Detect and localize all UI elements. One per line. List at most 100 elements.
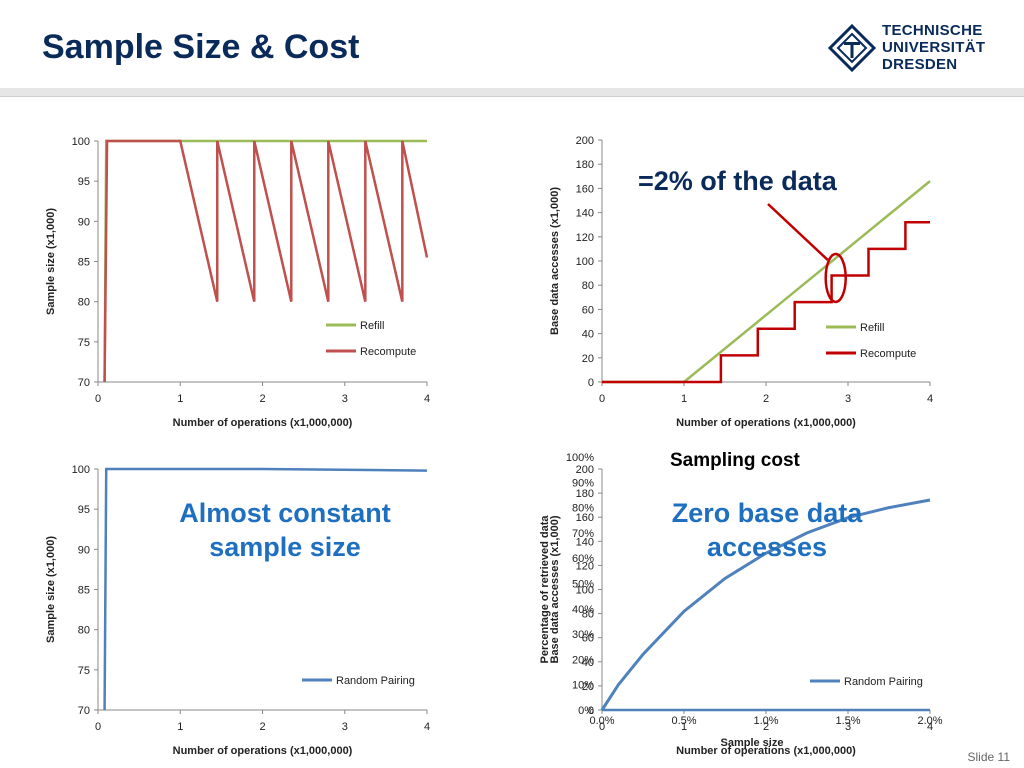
y-tick-label: 100 (72, 136, 90, 148)
y-tick-label: 180 (576, 488, 594, 500)
y-tick-label: 75 (78, 337, 90, 349)
legend-label: Refill (860, 322, 884, 334)
overlay-y-tick-label: 50% (572, 579, 594, 591)
series-line-recompute (103, 139, 429, 383)
y-tick-label: 90 (78, 216, 90, 228)
overlay-y-tick-label: 80% (572, 503, 594, 515)
y-tick-label: 75 (78, 665, 90, 677)
x-tick-label: 4 (927, 393, 933, 405)
legend-label: Random Pairing (336, 675, 415, 687)
overlay-x-tick-label: 1.5% (835, 715, 860, 727)
overlay-x-tick-label: 1.0% (753, 715, 778, 727)
callout-zero-accesses: Zero base data accesses (671, 498, 863, 562)
y-tick-label: 200 (576, 464, 594, 476)
x-tick-label: 0 (599, 721, 605, 733)
overlay-y-tick-label: 10% (572, 680, 594, 692)
y-tick-label: 40 (582, 657, 594, 669)
y-tick-label: 140 (576, 208, 594, 220)
x-axis-title: Number of operations (x1,000,000) (173, 745, 353, 757)
y-axis-title: Sample size (x1,000) (45, 208, 57, 315)
x-tick-label: 1 (177, 393, 183, 405)
x-tick-label: 3 (342, 393, 348, 405)
y-tick-label: 160 (576, 512, 594, 524)
y-axis-title: Base data accesses (x1,000) (549, 515, 561, 663)
overlay-y-axis-title: Percentage of retrieved data (539, 515, 551, 664)
y-tick-label: 70 (78, 377, 90, 389)
x-tick-label: 0 (95, 721, 101, 733)
title-rule-line (0, 96, 1024, 97)
legend-label: Recompute (860, 348, 916, 360)
callout-constant-sample: Almost constant sample size (179, 498, 391, 562)
callout-pointer-line (767, 203, 829, 261)
x-tick-label: 1 (681, 721, 687, 733)
logo-text: TECHNISCHE UNIVERSITÄT DRESDEN (882, 22, 985, 73)
x-axis-title: Number of operations (x1,000,000) (676, 417, 856, 429)
legend-label: Refill (360, 320, 384, 332)
overlay-x-tick-label: 2.0% (917, 715, 942, 727)
y-tick-label: 20 (582, 681, 594, 693)
overlay-y-tick-label: 30% (572, 629, 594, 641)
legend-label: Random Pairing (844, 676, 923, 688)
y-tick-label: 80 (78, 625, 90, 637)
tu-dresden-logo-icon (828, 24, 876, 72)
overlay-y-tick-label: 90% (572, 477, 594, 489)
chart-svg-bottom-left: 70 75 80 85 90 95 100 0 1 2 3 4 Number of operations… (45, 464, 430, 757)
y-tick-label: 120 (576, 560, 594, 572)
x-tick-label: 4 (424, 721, 430, 733)
y-tick-label: 90 (78, 544, 90, 556)
overlay-y-tick-label: 70% (572, 528, 594, 540)
overlay-y-tick-label: 100% (566, 452, 594, 464)
y-tick-label: 100 (576, 256, 594, 268)
title-rule (0, 88, 1024, 96)
slide-footer: Slide 11 (967, 750, 1010, 764)
x-tick-label: 3 (845, 721, 851, 733)
y-tick-label: 80 (78, 297, 90, 309)
callout-two-percent: =2% of the data (638, 166, 837, 196)
series-line-random-pairing (103, 467, 428, 711)
chart-top-left: 70 75 80 85 90 95 100 0 1 2 3 4 Number of operations… (0, 120, 512, 440)
y-tick-label: 20 (582, 353, 594, 365)
y-axis-title: Base data accesses (x1,000) (549, 187, 561, 335)
highlight-ellipse (824, 252, 847, 304)
y-tick-label: 200 (576, 135, 594, 147)
logo-line-2: UNIVERSITÄT (882, 39, 986, 56)
x-tick-label: 2 (259, 393, 265, 405)
chart-bottom-right-title: Sampling cost (670, 450, 800, 471)
y-tick-label: 160 (576, 183, 594, 195)
y-tick-label: 40 (582, 329, 594, 341)
y-tick-label: 100 (576, 585, 594, 597)
y-tick-label: 70 (78, 705, 90, 717)
y-tick-label: 85 (78, 257, 90, 269)
overlay-x-tick-label: 0.0% (589, 715, 614, 727)
series-line-recompute (602, 221, 930, 384)
y-tick-label: 60 (582, 304, 594, 316)
y-axis-title: Sample size (x1,000) (45, 536, 57, 643)
x-tick-label: 4 (927, 721, 933, 733)
y-tick-label: 120 (576, 232, 594, 244)
y-tick-label: 0 (588, 377, 594, 389)
chart-svg-top-right: 0 20 40 60 80 100 120 140 160 180 200 0 1 2 3 4 Number o… (549, 135, 933, 429)
x-tick-label: 4 (424, 393, 430, 405)
overlay-y-tick-label: 40% (572, 604, 594, 616)
legend-label: Recompute (360, 346, 416, 358)
y-tick-label: 100 (72, 464, 90, 476)
y-tick-label: 60 (582, 633, 594, 645)
x-tick-label: 0 (599, 393, 605, 405)
logo-line-3: DRESDEN (882, 56, 958, 73)
chart-bottom-right: 0 20 40 60 80 100 120 140 160 180 200 0 1 2 3 4 Number o… (512, 450, 1024, 760)
overlay-series-line (600, 498, 931, 711)
x-tick-label: 3 (342, 721, 348, 733)
chart-svg-top-left: 70 75 80 85 90 95 100 0 1 2 3 4 Number of operations… (45, 136, 430, 429)
y-tick-label: 85 (78, 585, 90, 597)
logo-line-1: TECHNISCHE (882, 22, 983, 39)
y-tick-label: 180 (576, 159, 594, 171)
x-tick-label: 1 (177, 721, 183, 733)
overlay-y-tick-label: 20% (572, 654, 594, 666)
y-tick-label: 80 (582, 280, 594, 292)
chart-bottom-left: 70 75 80 85 90 95 100 0 1 2 3 4 Number of operations… (0, 450, 512, 760)
overlay-y-tick-label: 0% (578, 705, 594, 717)
overlay-y-tick-label: 60% (572, 553, 594, 565)
y-tick-label: 95 (78, 176, 90, 188)
x-axis-title: Number of operations (x1,000,000) (676, 745, 856, 757)
overlay-x-tick-label: 0.5% (671, 715, 696, 727)
